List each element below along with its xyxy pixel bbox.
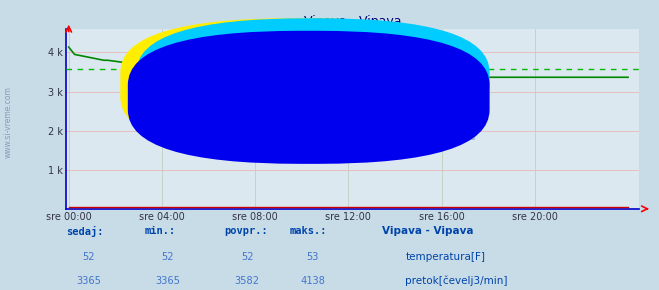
Text: pretok[čevelj3/min]: pretok[čevelj3/min]	[405, 276, 508, 286]
Text: www.si-vreme.com: www.si-vreme.com	[3, 86, 13, 158]
Text: 52: 52	[83, 252, 95, 262]
Text: 3365: 3365	[156, 276, 181, 285]
Text: min.:: min.:	[145, 226, 176, 236]
Text: 4138: 4138	[301, 276, 326, 285]
Text: www.si-vreme.com: www.si-vreme.com	[226, 121, 479, 145]
Title: Vipava - Vipava: Vipava - Vipava	[304, 15, 401, 28]
FancyBboxPatch shape	[121, 18, 480, 151]
Text: temperatura[F]: temperatura[F]	[405, 252, 485, 262]
FancyBboxPatch shape	[136, 18, 490, 139]
Text: 3365: 3365	[76, 276, 101, 285]
Text: 3582: 3582	[235, 276, 260, 285]
Text: 52: 52	[162, 252, 174, 262]
Text: 52: 52	[241, 252, 253, 262]
Text: Vipava - Vipava: Vipava - Vipava	[382, 226, 474, 236]
Text: 53: 53	[307, 252, 319, 262]
Text: povpr.:: povpr.:	[224, 226, 268, 236]
Text: maks.:: maks.:	[290, 226, 328, 236]
FancyBboxPatch shape	[128, 31, 490, 164]
Text: sedaj:: sedaj:	[66, 226, 103, 237]
